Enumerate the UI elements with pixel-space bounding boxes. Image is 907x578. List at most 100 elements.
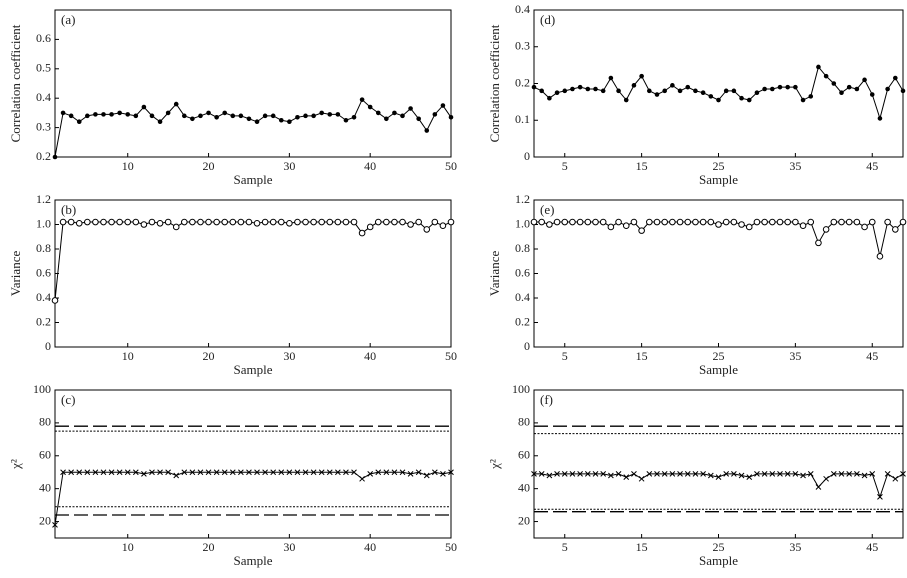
marker (746, 97, 752, 103)
marker (745, 223, 753, 231)
marker (884, 218, 891, 226)
x-axis-label: Sample (699, 553, 738, 568)
marker (230, 113, 236, 119)
marker (335, 112, 341, 117)
marker (319, 110, 324, 116)
marker (117, 110, 122, 116)
y-tick-label: 60 (39, 448, 51, 462)
marker (885, 86, 890, 92)
marker (164, 218, 172, 226)
plot-frame (54, 9, 452, 158)
marker (351, 469, 357, 476)
marker (584, 471, 591, 477)
marker (738, 472, 745, 479)
marker (738, 221, 745, 228)
marker (684, 218, 692, 226)
marker (245, 218, 253, 226)
marker (623, 97, 629, 103)
marker (343, 469, 349, 476)
y-tick-label: 20 (39, 513, 51, 527)
marker (754, 471, 760, 477)
marker (653, 218, 661, 226)
marker (862, 77, 867, 83)
y-tick-label: 20 (518, 513, 530, 527)
marker (326, 469, 333, 476)
marker (530, 218, 538, 226)
marker (68, 469, 75, 476)
marker (334, 218, 342, 226)
y-tick-label: 0.1 (515, 112, 530, 126)
marker (569, 471, 576, 477)
marker (350, 218, 358, 226)
marker (262, 113, 268, 119)
marker (141, 471, 147, 477)
marker (607, 223, 615, 231)
marker (229, 469, 236, 476)
y-axis-label: Variance (8, 251, 23, 297)
marker (431, 218, 439, 226)
marker (76, 469, 83, 476)
x-tick-label: 50 (445, 349, 457, 363)
marker (132, 469, 139, 476)
marker (830, 471, 837, 477)
marker (699, 218, 707, 226)
y-tick-label: 80 (39, 415, 51, 429)
marker (553, 218, 561, 226)
marker (577, 471, 583, 477)
marker (722, 218, 730, 226)
y-tick-label: 0.2 (515, 314, 530, 328)
y-axis-label: Variance (487, 251, 502, 297)
marker (222, 110, 228, 116)
marker (638, 475, 645, 482)
x-tick-label: 30 (283, 540, 295, 554)
marker (205, 218, 212, 226)
marker (616, 88, 621, 94)
marker (661, 218, 668, 226)
marker (197, 469, 204, 476)
marker (269, 218, 277, 226)
marker (238, 113, 244, 119)
x-tick-label: 10 (122, 159, 134, 173)
marker (358, 229, 366, 237)
x-tick-label: 50 (445, 159, 457, 173)
plot-frame (54, 389, 452, 539)
marker (846, 84, 852, 90)
marker (108, 469, 115, 476)
x-tick-label: 35 (789, 540, 801, 554)
marker (662, 88, 667, 94)
x-axis-label: Sample (234, 553, 273, 568)
marker (700, 471, 706, 477)
marker (639, 73, 644, 79)
marker (149, 113, 155, 119)
marker (51, 297, 59, 304)
marker (384, 116, 389, 122)
marker (415, 218, 422, 226)
marker (654, 471, 660, 477)
marker (92, 218, 99, 226)
marker (561, 471, 568, 477)
marker (715, 221, 722, 228)
marker (261, 218, 269, 226)
marker (416, 116, 421, 122)
y-tick-label: 0.4 (515, 290, 530, 304)
x-tick-label: 20 (203, 540, 215, 554)
y-tick-label: 40 (518, 480, 530, 494)
marker (600, 471, 607, 477)
marker (647, 88, 652, 94)
marker (669, 218, 676, 226)
marker (838, 218, 845, 226)
marker (448, 469, 454, 476)
marker (593, 86, 598, 92)
marker (237, 218, 245, 226)
marker (800, 97, 806, 103)
marker (189, 218, 196, 226)
marker (408, 106, 413, 111)
marker (838, 471, 845, 477)
marker (669, 471, 676, 477)
y-tick-label: 80 (518, 415, 530, 429)
y-tick-label: 0.2 (36, 149, 51, 163)
marker (892, 475, 899, 482)
marker (375, 110, 381, 116)
marker (546, 472, 553, 479)
x-tick-label: 25 (713, 159, 725, 173)
